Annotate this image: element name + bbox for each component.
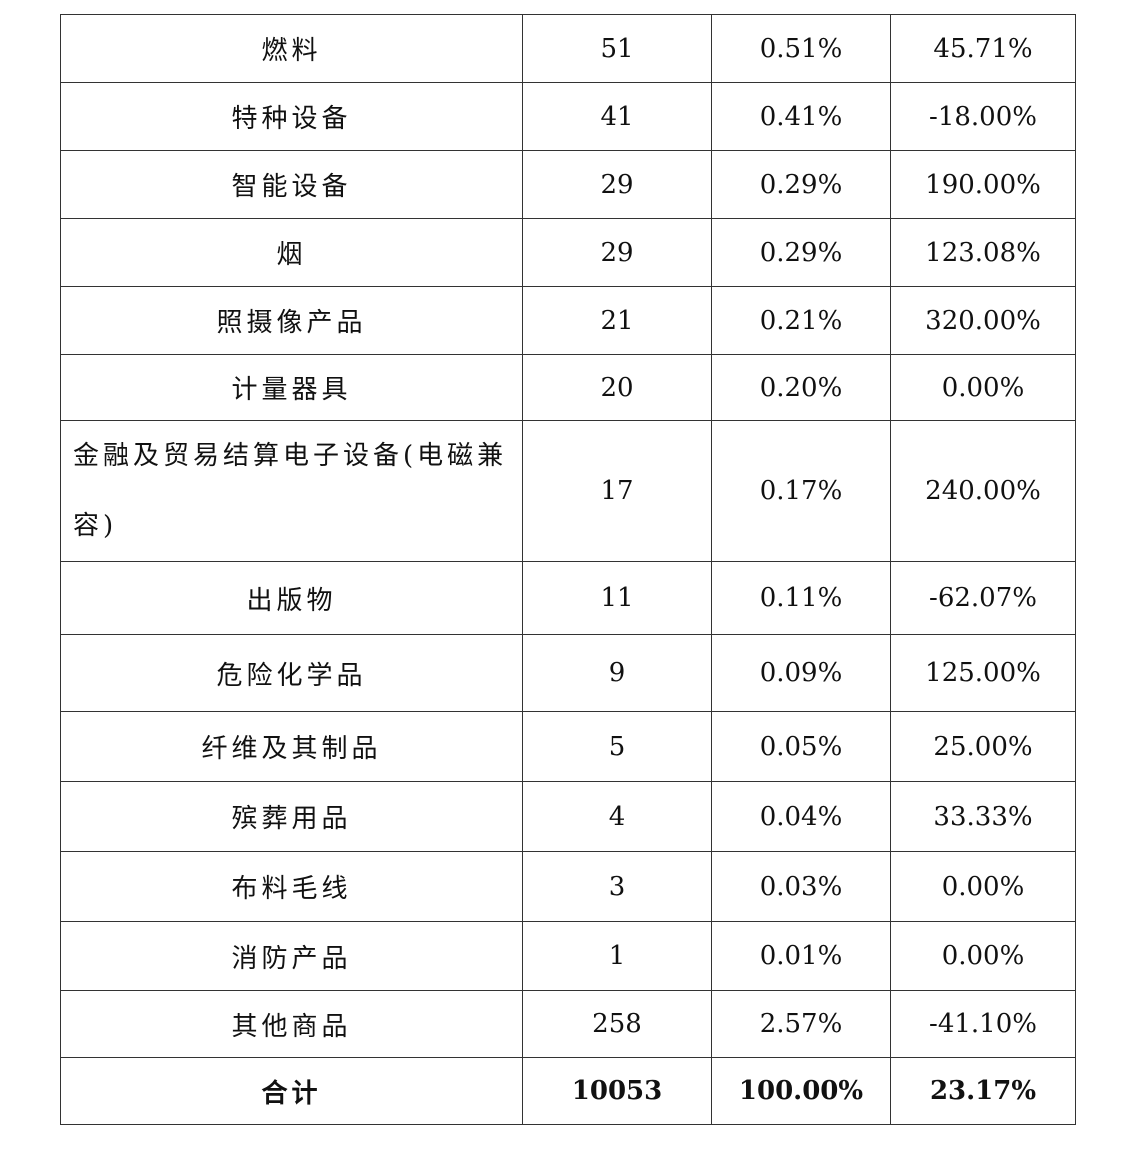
count-cell: 4 (522, 781, 712, 852)
category-cell: 烟 (60, 218, 523, 287)
growth-cell: 33.33% (890, 781, 1076, 852)
table-row: 合计 10053 100.00% 23.17% (60, 1057, 1076, 1125)
growth-cell: 125.00% (890, 634, 1076, 712)
growth-cell: 123.08% (890, 218, 1076, 287)
table-row: 燃料 51 0.51% 45.71% (60, 14, 1076, 83)
table-row: 消防产品 1 0.01% 0.00% (60, 921, 1076, 991)
growth-cell: 190.00% (890, 150, 1076, 219)
share-cell: 0.09% (711, 634, 891, 712)
category-cell: 计量器具 (60, 354, 523, 421)
share-cell: 0.29% (711, 150, 891, 219)
table-row: 照摄像产品 21 0.21% 320.00% (60, 286, 1076, 355)
count-cell: 10053 (522, 1057, 712, 1125)
growth-cell: 23.17% (890, 1057, 1076, 1125)
share-cell: 0.17% (711, 420, 891, 562)
growth-cell: 320.00% (890, 286, 1076, 355)
count-cell: 3 (522, 851, 712, 922)
category-cell: 纤维及其制品 (60, 711, 523, 782)
count-cell: 9 (522, 634, 712, 712)
table-row: 烟 29 0.29% 123.08% (60, 218, 1076, 287)
category-cell: 智能设备 (60, 150, 523, 219)
category-cell: 布料毛线 (60, 851, 523, 922)
growth-cell: -41.10% (890, 990, 1076, 1058)
share-cell: 0.03% (711, 851, 891, 922)
share-cell: 0.20% (711, 354, 891, 421)
share-cell: 0.21% (711, 286, 891, 355)
table-row: 智能设备 29 0.29% 190.00% (60, 150, 1076, 219)
category-cell: 消防产品 (60, 921, 523, 991)
data-table: 燃料 51 0.51% 45.71% 特种设备 41 0.41% -18.00% 智能设备 29 0… (60, 14, 1076, 1125)
category-cell: 危险化学品 (60, 634, 523, 712)
category-cell: 特种设备 (60, 82, 523, 151)
category-cell: 照摄像产品 (60, 286, 523, 355)
count-cell: 11 (522, 561, 712, 635)
share-cell: 2.57% (711, 990, 891, 1058)
share-cell: 0.29% (711, 218, 891, 287)
table-row: 金融及贸易结算电子设备(电磁兼容) 17 0.17% 240.00% (60, 420, 1076, 562)
count-cell: 41 (522, 82, 712, 151)
table-row: 出版物 11 0.11% -62.07% (60, 561, 1076, 635)
growth-cell: -18.00% (890, 82, 1076, 151)
share-cell: 0.01% (711, 921, 891, 991)
growth-cell: 0.00% (890, 354, 1076, 421)
category-cell: 殡葬用品 (60, 781, 523, 852)
growth-cell: 0.00% (890, 851, 1076, 922)
table-body: 燃料 51 0.51% 45.71% 特种设备 41 0.41% -18.00% 智能设备 29 0… (60, 14, 1076, 1125)
category-cell: 出版物 (60, 561, 523, 635)
share-cell: 0.51% (711, 14, 891, 83)
count-cell: 51 (522, 14, 712, 83)
count-cell: 258 (522, 990, 712, 1058)
category-cell: 金融及贸易结算电子设备(电磁兼容) (60, 420, 523, 562)
count-cell: 5 (522, 711, 712, 782)
share-cell: 0.05% (711, 711, 891, 782)
share-cell: 0.41% (711, 82, 891, 151)
count-cell: 20 (522, 354, 712, 421)
growth-cell: 240.00% (890, 420, 1076, 562)
table-row: 布料毛线 3 0.03% 0.00% (60, 851, 1076, 922)
table-row: 特种设备 41 0.41% -18.00% (60, 82, 1076, 151)
category-cell: 其他商品 (60, 990, 523, 1058)
count-cell: 1 (522, 921, 712, 991)
count-cell: 17 (522, 420, 712, 562)
table-row: 危险化学品 9 0.09% 125.00% (60, 634, 1076, 712)
table-row: 纤维及其制品 5 0.05% 25.00% (60, 711, 1076, 782)
growth-cell: -62.07% (890, 561, 1076, 635)
growth-cell: 0.00% (890, 921, 1076, 991)
category-cell: 燃料 (60, 14, 523, 83)
category-cell: 合计 (60, 1057, 523, 1125)
count-cell: 29 (522, 150, 712, 219)
share-cell: 0.04% (711, 781, 891, 852)
count-cell: 29 (522, 218, 712, 287)
table-row: 计量器具 20 0.20% 0.00% (60, 354, 1076, 421)
growth-cell: 25.00% (890, 711, 1076, 782)
share-cell: 0.11% (711, 561, 891, 635)
table-row: 殡葬用品 4 0.04% 33.33% (60, 781, 1076, 852)
growth-cell: 45.71% (890, 14, 1076, 83)
count-cell: 21 (522, 286, 712, 355)
table-row: 其他商品 258 2.57% -41.10% (60, 990, 1076, 1058)
share-cell: 100.00% (711, 1057, 891, 1125)
